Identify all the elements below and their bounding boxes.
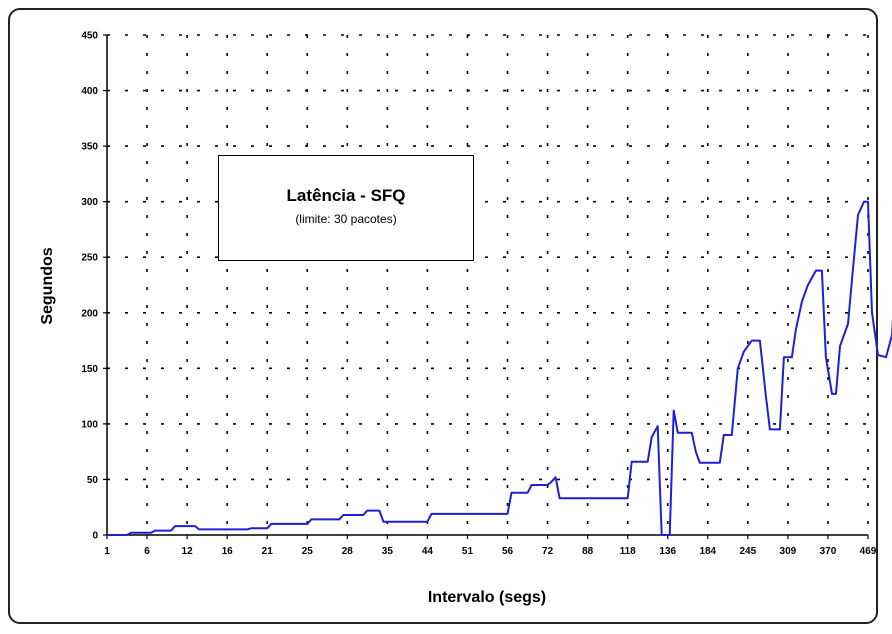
x-axis-title: Intervalo (segs) xyxy=(428,589,546,606)
x-tick-label: 136 xyxy=(659,546,676,557)
y-tick-label: 50 xyxy=(87,475,99,486)
grid-layer xyxy=(107,34,869,535)
x-tick-label: 72 xyxy=(542,546,554,557)
x-tick-label: 51 xyxy=(462,546,474,557)
x-tick-label: 370 xyxy=(820,546,837,557)
x-tick-label: 6 xyxy=(144,546,150,557)
y-tick-label: 250 xyxy=(81,253,98,264)
x-tick-label: 56 xyxy=(502,546,514,557)
chart-title-box: Latência - SFQ (limite: 30 pacotes) xyxy=(218,155,474,261)
series-layer xyxy=(107,200,892,536)
y-tick-label: 300 xyxy=(81,197,98,208)
chart-subtitle: (limite: 30 pacotes) xyxy=(295,212,397,226)
y-tick-label: 400 xyxy=(81,86,98,97)
x-tick-label: 309 xyxy=(780,546,797,557)
y-tick-label: 150 xyxy=(81,364,98,375)
x-tick-label: 35 xyxy=(382,546,394,557)
x-tick-label: 25 xyxy=(302,546,314,557)
y-tick-label: 350 xyxy=(81,142,98,153)
chart-frame xyxy=(8,8,878,624)
x-tick-label: 469 xyxy=(860,546,877,557)
axes-layer xyxy=(106,35,868,536)
y-tick-label: 0 xyxy=(92,531,98,542)
x-tick-label: 21 xyxy=(262,546,274,557)
x-tick-label: 28 xyxy=(342,546,354,557)
x-tick-label: 118 xyxy=(620,546,637,557)
x-tick-label: 88 xyxy=(582,546,594,557)
y-axis-title: Segundos xyxy=(39,247,56,324)
x-tick-label: 245 xyxy=(739,546,756,557)
y-tick-label: 200 xyxy=(81,308,98,319)
y-tick-label: 100 xyxy=(81,419,98,430)
latency-series-line xyxy=(107,200,892,536)
chart-title: Latência - SFQ xyxy=(286,186,406,205)
x-tick-label: 1 xyxy=(104,546,110,557)
x-tick-label: 16 xyxy=(222,546,234,557)
x-tick-label: 12 xyxy=(182,546,194,557)
y-tick-label: 450 xyxy=(81,31,98,42)
x-tick-label: 184 xyxy=(699,546,716,557)
x-tick-label: 44 xyxy=(422,546,434,557)
